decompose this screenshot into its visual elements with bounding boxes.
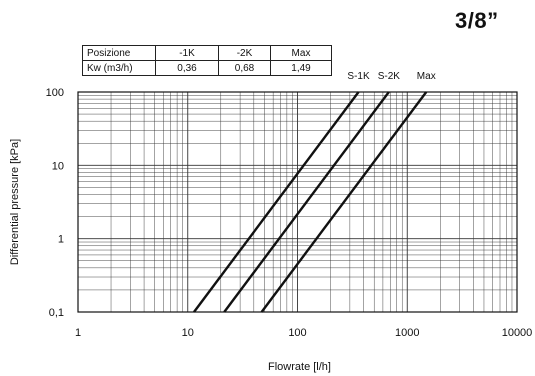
- tick-labels: 1 10 100 1000 10000 0,1 1 10 100: [46, 87, 533, 339]
- x-tick-label: 1000: [395, 327, 419, 339]
- series-line-s-1k: [193, 91, 360, 313]
- y-axis-label: Differential pressure [kPa]: [9, 139, 21, 265]
- series-line-s-2k: [223, 91, 390, 313]
- x-tick-label: 100: [288, 327, 306, 339]
- series-label: Max: [417, 71, 436, 82]
- series-label: S-2K: [378, 71, 401, 82]
- x-axis-label: Flowrate [l/h]: [268, 361, 331, 373]
- y-tick-label: 1: [58, 234, 64, 246]
- kv-value-row: Kw (m3/h) 0,36 0,68 1,49: [82, 60, 332, 76]
- kv-value-max: 1,49: [270, 60, 332, 76]
- kv-row-label: Kw (m3/h): [82, 60, 156, 76]
- kv-value-2k: 0,68: [218, 60, 271, 76]
- series-label: S-1K: [347, 71, 370, 82]
- x-tick-label: 1: [75, 327, 81, 339]
- kv-table: Posizione -1K -2K Max Kw (m3/h) 0,36 0,6…: [82, 45, 332, 76]
- series-line-max: [260, 91, 428, 313]
- x-tick-label: 10: [182, 327, 194, 339]
- y-tick-label: 100: [46, 87, 64, 99]
- grid: [77, 91, 518, 313]
- x-tick-label: 10000: [502, 327, 533, 339]
- chart-title: 3/8”: [455, 8, 499, 33]
- y-tick-label: 0,1: [49, 307, 64, 319]
- series-lines: S-1K S-2K Max: [193, 71, 436, 313]
- plot-frame: [77, 91, 518, 313]
- y-tick-label: 10: [52, 160, 64, 172]
